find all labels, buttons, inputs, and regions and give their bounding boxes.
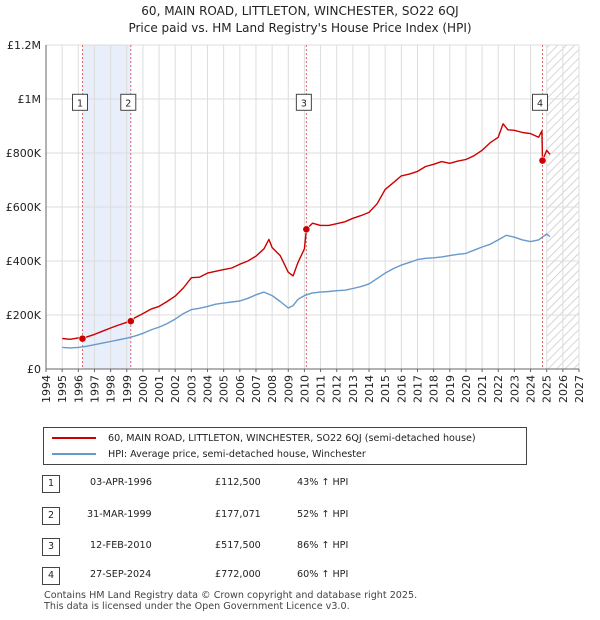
- x-tick-label: 2016: [395, 375, 408, 403]
- transaction-price: £517,500: [215, 540, 261, 551]
- footer-copyright: Contains HM Land Registry data © Crown c…: [44, 590, 418, 601]
- x-tick-label: 2017: [411, 375, 424, 403]
- x-tick-label: 2021: [476, 375, 489, 403]
- x-tick-label: 2026: [557, 375, 570, 403]
- x-tick-label: 2012: [331, 375, 344, 403]
- y-tick-label: £800K: [6, 147, 42, 160]
- transaction-number: 1: [42, 475, 60, 493]
- sale-label-text: 1: [77, 98, 83, 109]
- legend-label-property: 60, MAIN ROAD, LITTLETON, WINCHESTER, SO…: [108, 432, 476, 444]
- x-tick-label: 2020: [460, 375, 473, 403]
- transaction-price: £772,000: [215, 569, 261, 580]
- sale-label-box: [531, 93, 548, 111]
- transaction-hpi-diff: 86% ↑ HPI: [297, 540, 349, 551]
- sale-point: [126, 317, 135, 326]
- x-tick-label: 2022: [492, 375, 505, 403]
- legend-item-property: 60, MAIN ROAD, LITTLETON, WINCHESTER, SO…: [52, 431, 476, 445]
- y-tick-label: £200K: [6, 309, 42, 322]
- x-tick-label: 2006: [234, 375, 247, 403]
- y-tick-label: £0: [27, 363, 41, 376]
- sale-point: [78, 334, 87, 343]
- chart-subtitle: Price paid vs. HM Land Registry's House …: [128, 21, 472, 35]
- sale-point: [538, 156, 547, 165]
- x-tick-label: 1994: [40, 375, 53, 403]
- x-tick-label: 1998: [105, 375, 118, 403]
- sale-label-text: 4: [537, 98, 543, 109]
- x-tick-label: 2007: [250, 375, 263, 403]
- x-tick-label: 2019: [444, 375, 457, 403]
- x-tick-label: 1995: [56, 375, 69, 403]
- sale-label-box: [120, 93, 137, 111]
- sale-label-box: [72, 93, 89, 111]
- transaction-hpi-diff: 52% ↑ HPI: [297, 509, 349, 520]
- footer-licence: This data is licensed under the Open Gov…: [44, 601, 350, 612]
- transaction-price: £177,071: [215, 509, 261, 520]
- x-tick-label: 1997: [88, 375, 101, 403]
- chart-title: 60, MAIN ROAD, LITTLETON, WINCHESTER, SO…: [141, 4, 459, 18]
- x-tick-label: 2004: [202, 375, 215, 403]
- y-tick-label: £1.2M: [7, 39, 41, 52]
- x-tick-label: 2011: [315, 375, 328, 403]
- x-tick-label: 2027: [573, 375, 586, 403]
- x-tick-label: 2015: [379, 375, 392, 403]
- x-tick-label: 2009: [282, 375, 295, 403]
- x-tick-label: 2003: [185, 375, 198, 403]
- x-tick-label: 2013: [347, 375, 360, 403]
- transaction-hpi-diff: 60% ↑ HPI: [297, 569, 349, 580]
- x-tick-label: 2024: [525, 375, 538, 403]
- sale-label-box: [295, 93, 312, 111]
- x-tick-label: 2001: [153, 375, 166, 403]
- y-tick-label: £600K: [6, 201, 42, 214]
- transaction-date: 27-SEP-2024: [90, 569, 152, 580]
- x-tick-label: 2005: [218, 375, 231, 403]
- x-tick-label: 2010: [298, 375, 311, 403]
- x-tick-label: 2002: [169, 375, 182, 403]
- chart-legend: 60, MAIN ROAD, LITTLETON, WINCHESTER, SO…: [43, 427, 527, 465]
- x-tick-label: 2008: [266, 375, 279, 403]
- y-tick-label: £1M: [18, 93, 42, 106]
- transaction-number: 4: [42, 567, 60, 585]
- legend-swatch-property: [52, 437, 96, 439]
- sale-label-text: 2: [125, 98, 131, 109]
- x-tick-label: 2000: [137, 375, 150, 403]
- transaction-price: £112,500: [215, 477, 261, 488]
- transaction-date: 31-MAR-1999: [87, 509, 152, 520]
- transaction-date: 12-FEB-2010: [90, 540, 152, 551]
- x-tick-label: 2018: [428, 375, 441, 403]
- legend-item-hpi: HPI: Average price, semi-detached house,…: [52, 447, 366, 461]
- transaction-hpi-diff: 43% ↑ HPI: [297, 477, 349, 488]
- legend-swatch-hpi: [52, 453, 96, 455]
- y-tick-label: £400K: [6, 255, 42, 268]
- property-price-line: [62, 123, 551, 340]
- transaction-number: 3: [42, 538, 60, 556]
- transaction-date: 03-APR-1996: [90, 477, 152, 488]
- transaction-number: 2: [42, 507, 60, 525]
- sale-point: [302, 225, 311, 234]
- x-tick-label: 1996: [72, 375, 85, 403]
- hpi-line: [62, 233, 551, 349]
- x-tick-label: 2014: [363, 375, 376, 403]
- x-tick-label: 2025: [541, 375, 554, 403]
- sale-label-text: 3: [301, 98, 307, 109]
- x-tick-label: 1999: [121, 375, 134, 403]
- legend-label-hpi: HPI: Average price, semi-detached house,…: [108, 448, 366, 460]
- x-tick-label: 2023: [508, 375, 521, 403]
